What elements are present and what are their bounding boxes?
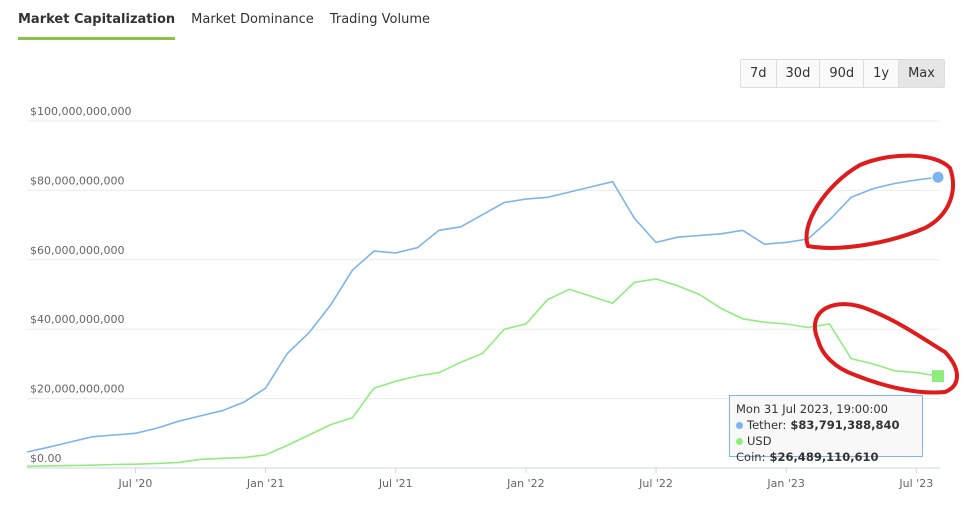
end-marker (932, 370, 944, 383)
tooltip-dot (736, 438, 743, 445)
tooltip-name: Tether (747, 418, 786, 432)
range-button[interactable]: Max (899, 60, 944, 87)
x-tick-label: Jul '20 (118, 477, 153, 490)
tab[interactable]: Market Capitalization (18, 0, 176, 40)
x-tick-label: Jul '23 (898, 477, 933, 490)
x-tick-label: Jan '22 (506, 477, 544, 490)
end-marker (931, 170, 945, 184)
tab[interactable]: Market Dominance (191, 12, 314, 27)
tooltip-item: Tether $83,791,388,840 (736, 417, 916, 433)
y-tick-label: $0.00 (30, 452, 62, 465)
x-tick-label: Jan '21 (246, 477, 284, 490)
x-tick-label: Jul '22 (638, 477, 673, 490)
range-button[interactable]: 1y (864, 60, 900, 87)
tooltip-item: USD Coin$26,489,110,610 (736, 433, 916, 465)
tooltip-title: Mon 31 Jul 2023, 19:00:00 (736, 402, 888, 416)
range-buttons: 7d 30d 90d 1y Max (740, 59, 945, 88)
y-tick-label: $20,000,000,000 (30, 383, 124, 396)
y-tick-label: $80,000,000,000 (30, 174, 124, 187)
series-line (26, 278, 939, 468)
tooltip-value: $26,489,110,610 (769, 450, 879, 464)
y-tick-label: $40,000,000,000 (30, 313, 124, 326)
range-button[interactable]: 7d (741, 60, 777, 87)
annotation-circle (812, 302, 959, 395)
tooltip-value: $83,791,388,840 (790, 418, 900, 432)
tooltip: Mon 31 Jul 2023, 19:00:00 Tether $83,791,… (729, 395, 923, 464)
x-tick-label: Jan '23 (766, 477, 804, 490)
tab[interactable]: Trading Volume (329, 12, 430, 27)
y-tick-label: $60,000,000,000 (30, 244, 124, 257)
plot: $0.00 $20,000,000,000 $40,000,000,000 $60,0… (26, 105, 945, 490)
tabs: Market Capitalization Market Dominance T… (18, 0, 430, 40)
series-line (26, 176, 939, 453)
annotation-circle (804, 153, 955, 250)
range-button[interactable]: 30d (776, 60, 821, 87)
range-button[interactable]: 90d (820, 60, 865, 87)
tooltip-dot (736, 422, 743, 429)
x-tick-label: Jul '21 (378, 477, 413, 490)
y-tick-label: $100,000,000,000 (30, 105, 131, 118)
